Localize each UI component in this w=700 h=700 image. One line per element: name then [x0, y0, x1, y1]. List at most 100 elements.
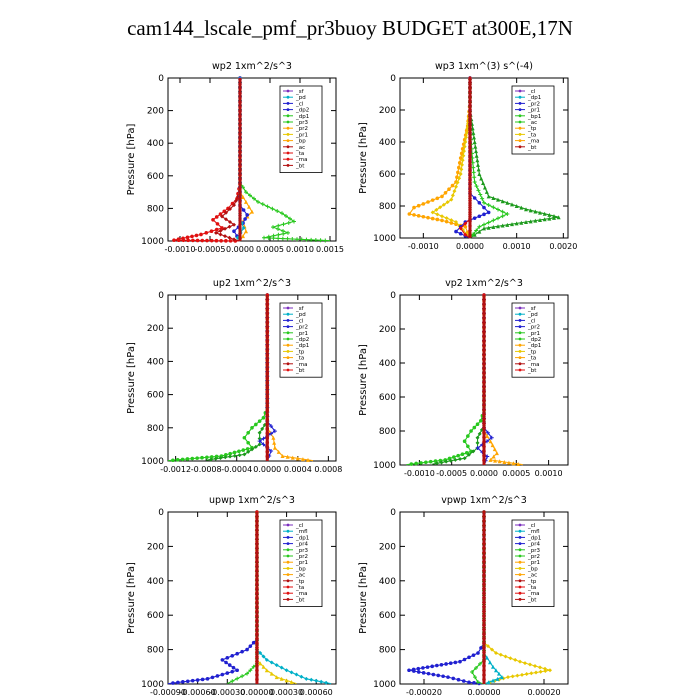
series-point — [454, 184, 458, 189]
legend-marker — [286, 139, 290, 143]
series-point — [491, 678, 495, 683]
series-point — [460, 452, 465, 457]
legend-marker — [518, 591, 522, 595]
series-point — [176, 238, 181, 243]
series-point — [204, 231, 209, 235]
legend-marker — [286, 157, 290, 161]
legend-marker — [286, 325, 290, 328]
series-point — [485, 454, 490, 459]
series-point — [240, 649, 244, 654]
series-point — [486, 225, 491, 230]
y-tick-label: 200 — [379, 106, 396, 116]
series-point — [181, 680, 185, 684]
legend-marker — [518, 356, 522, 359]
series-point — [469, 429, 473, 433]
x-tick-label: -0.00030 — [209, 688, 245, 697]
series-point — [479, 646, 483, 650]
series-point — [200, 677, 205, 682]
legend-marker — [286, 319, 290, 322]
legend-label: _tp — [527, 579, 537, 585]
series-point — [476, 162, 480, 167]
series-point — [245, 647, 249, 652]
legend-label: _pr2 — [527, 554, 540, 560]
x-tick-label: -0.0004 — [221, 465, 252, 474]
series-point — [195, 678, 200, 682]
series-point — [490, 647, 494, 652]
legend-label: _bp1 — [527, 114, 541, 120]
legend-label: _mfl — [527, 529, 540, 535]
series-point — [478, 419, 483, 423]
series-point — [319, 679, 324, 684]
legend-label: _ma — [295, 591, 307, 597]
y-tick-label: 0 — [390, 508, 396, 518]
series-point — [447, 187, 451, 191]
series-point — [195, 456, 199, 460]
legend-label: _tp — [527, 349, 537, 355]
series-point — [463, 232, 468, 237]
x-tick-label: -0.0010 — [408, 242, 439, 251]
y-tick-label: 400 — [147, 577, 164, 587]
series-point — [529, 671, 534, 676]
series-point — [286, 230, 290, 235]
series-point — [460, 162, 464, 167]
series-point — [232, 222, 236, 227]
series-point — [449, 197, 454, 202]
series-point — [412, 669, 416, 673]
series-point — [313, 238, 318, 243]
series-point — [486, 210, 491, 215]
series-point — [242, 452, 247, 457]
series-point — [185, 679, 190, 684]
series-point — [261, 654, 266, 659]
series-point — [200, 455, 204, 460]
series-point — [477, 224, 482, 229]
series-point — [475, 422, 480, 427]
y-tick-label: 400 — [379, 138, 396, 148]
series-point — [318, 238, 323, 243]
legend-label: _cl — [527, 523, 536, 529]
x-tick-label: 0.0010 — [503, 242, 531, 251]
series-point — [444, 219, 449, 224]
series-point — [473, 144, 478, 149]
series-point — [241, 225, 246, 230]
series-point — [506, 460, 511, 465]
series-point — [462, 439, 467, 444]
series-point — [435, 663, 439, 668]
x-tick-label: 0.00060 — [300, 688, 333, 697]
series-point — [502, 459, 507, 464]
series-point — [452, 189, 457, 194]
series-point — [281, 231, 286, 236]
series-point — [510, 222, 514, 227]
series-point — [223, 226, 227, 231]
legend-marker — [518, 560, 522, 564]
series-point — [243, 217, 247, 221]
legend: _sf_pd_cl_pr2_pr1_dp2_dp1_tp_ta_ma_bt — [511, 302, 555, 378]
series-point — [514, 221, 519, 226]
series-point — [463, 140, 468, 144]
series-point — [419, 461, 423, 465]
series-point — [290, 236, 295, 241]
legend-marker — [518, 102, 522, 105]
series-point — [474, 153, 479, 158]
series-point — [474, 665, 478, 670]
y-tick-label: 1000 — [373, 461, 396, 471]
series-point — [486, 203, 491, 208]
legend-label: _tp — [295, 579, 305, 585]
series-point — [230, 653, 235, 658]
chart-panel-2: wp3 1xm^(3) s^(-4) Pressure [hPa] 0 200 400 6… — [358, 61, 577, 251]
legend-marker — [518, 108, 522, 111]
legend-marker — [518, 337, 522, 341]
series-point — [285, 236, 290, 241]
series-point — [511, 461, 516, 466]
series-point — [464, 451, 469, 455]
legend-marker — [518, 126, 522, 130]
series-point — [430, 198, 435, 202]
series-point — [533, 663, 537, 668]
series-point — [486, 644, 490, 649]
legend-marker — [286, 126, 290, 130]
series-point — [265, 204, 270, 209]
series-point — [548, 668, 552, 673]
series-point — [533, 218, 538, 223]
legend-marker — [518, 548, 522, 552]
legend-box — [511, 519, 555, 607]
legend-label: _ac — [295, 145, 305, 151]
